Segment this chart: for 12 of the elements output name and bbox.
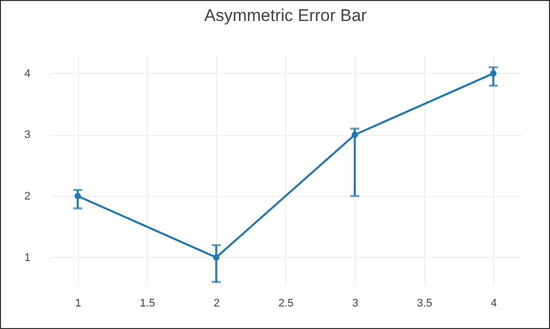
x-tick-label: 1 (75, 298, 82, 310)
chart-title: Asymmetric Error Bar (204, 6, 368, 25)
x-tick-label: 3.5 (416, 298, 432, 310)
x-tick-label: 4 (490, 298, 497, 310)
y-tick-label: 2 (24, 190, 30, 203)
y-tick-label: 4 (24, 68, 30, 80)
y-tick-label: 1 (24, 252, 30, 264)
x-tick-label: 2.5 (278, 298, 294, 310)
x-tick-label: 1.5 (140, 298, 156, 310)
x-tick-label: 2 (214, 298, 220, 310)
x-tick-label: 3 (352, 298, 358, 310)
y-tick-label: 3 (24, 129, 30, 142)
